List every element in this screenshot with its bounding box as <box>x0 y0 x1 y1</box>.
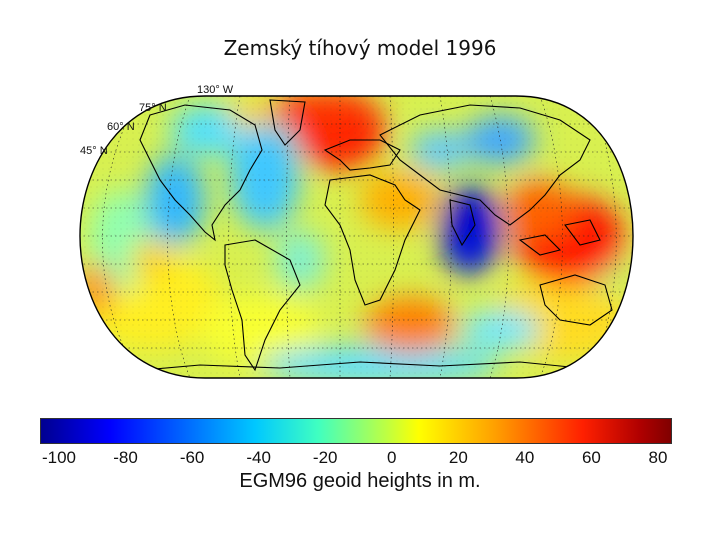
colorbar-tick: -40 <box>246 448 271 467</box>
colorbar-tick: 0 <box>387 448 397 467</box>
colorbar-tick: 20 <box>448 448 468 467</box>
colorbar-label: EGM96 geoid heights in m. <box>239 470 481 492</box>
lat-label-45n: 45° N <box>80 145 108 157</box>
colorbar-tick: -80 <box>113 448 138 467</box>
colorbar-tick: 40 <box>515 448 535 467</box>
coastlines <box>119 99 613 373</box>
lon-label-130w: 130° W <box>197 84 234 96</box>
geoid-field <box>80 96 633 378</box>
colorbar-tick: -100 <box>41 448 77 467</box>
lat-label-75n: 75° N <box>139 102 167 114</box>
colorbar-tick: 60 <box>581 448 601 467</box>
colorbar-tick: 80 <box>648 448 668 467</box>
map-title: Zemský tíhový model 1996 <box>223 36 497 60</box>
map-frame <box>79 95 634 379</box>
colorbar-tick: -60 <box>179 448 205 467</box>
lat-label-60n: 60° N <box>107 121 135 133</box>
colorbar <box>40 418 672 444</box>
colorbar-tick: -20 <box>312 448 338 467</box>
